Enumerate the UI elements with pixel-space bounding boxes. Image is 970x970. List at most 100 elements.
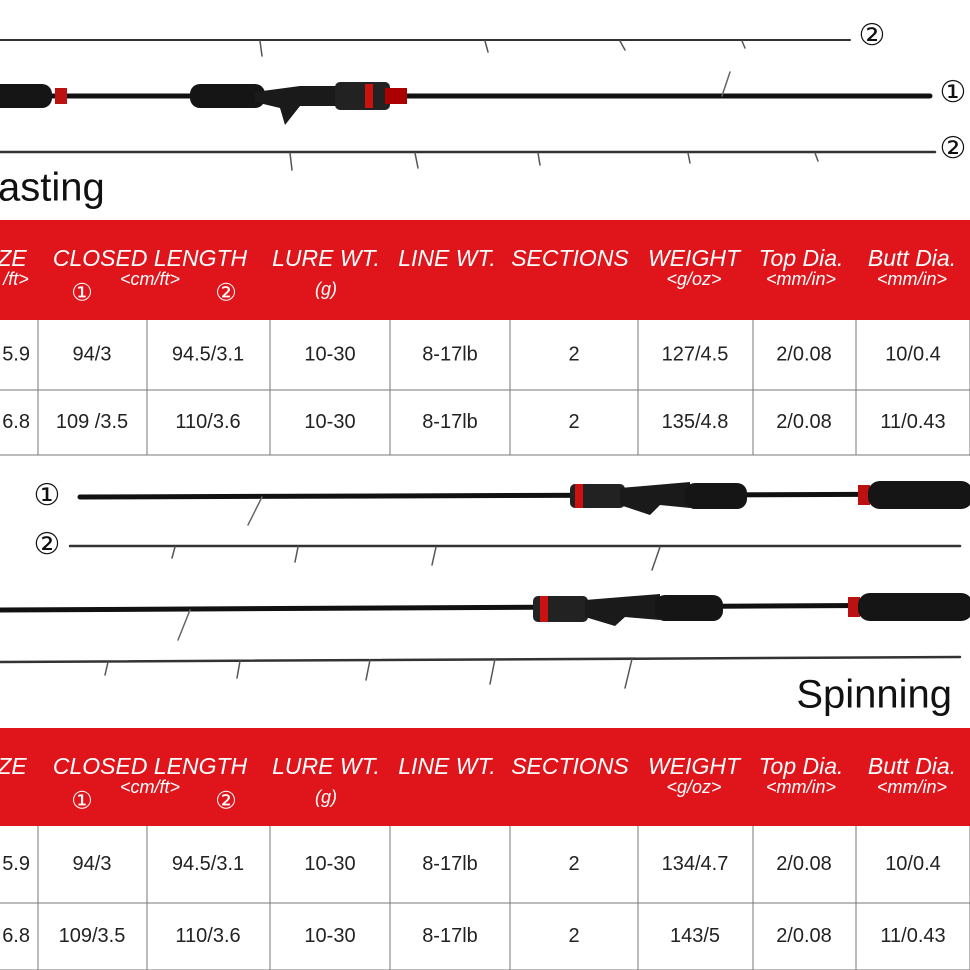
rod-guide: [177, 609, 191, 641]
table-cell: 8-17lb: [422, 343, 478, 365]
table-cell: 2: [568, 925, 579, 947]
table-cell: 109 /3.5: [56, 411, 128, 433]
table-header: LURE WT.: [272, 245, 380, 271]
rod-guide: [247, 496, 263, 526]
table-cell: 110/3.6: [175, 411, 240, 433]
table-header-mark: ①: [71, 279, 93, 306]
rod-ring: [848, 597, 860, 617]
table-header-band: [0, 728, 970, 826]
table-header-unit: <mm/in>: [766, 269, 836, 289]
table-header-unit: (g): [315, 787, 337, 807]
table-cell: 5.9: [2, 853, 30, 875]
rod-butt-grip: [868, 481, 970, 509]
table-header: SECTIONS: [511, 753, 629, 779]
table-cell: 10-30: [304, 343, 355, 365]
table-header-unit: /ft>: [1, 269, 29, 289]
table-cell: 2: [568, 411, 579, 433]
rod-reel-seat: [255, 86, 345, 125]
rod-guides: [171, 546, 661, 571]
table-cell: 94.5/3.1: [172, 853, 244, 875]
table-header-mark: ①: [71, 787, 93, 814]
rod-guides: [104, 658, 633, 689]
table-header-unit: (g): [315, 279, 337, 299]
rod-ring: [540, 596, 548, 622]
table-cell: 94/3: [73, 853, 112, 875]
table-header: ZE: [0, 245, 27, 271]
table-header-band: [0, 220, 970, 320]
table-header: Butt Dia.: [868, 753, 956, 779]
table-cell: 10-30: [304, 925, 355, 947]
rods: [0, 39, 970, 689]
table-header: CLOSED LENGTH: [53, 245, 248, 271]
table-header-unit: <cm/ft>: [120, 777, 180, 797]
rod-fore-grip: [190, 84, 265, 108]
rod-section-label: ②: [940, 132, 967, 165]
table-cell: 134/4.7: [662, 853, 729, 875]
section-title: Spinning: [796, 673, 952, 717]
table-cell: 10/0.4: [885, 343, 941, 365]
table-cell: 5.9: [2, 343, 30, 365]
rod-spinning: [77, 491, 970, 500]
rod-fore-grip: [655, 595, 723, 621]
table-cell: 2: [568, 343, 579, 365]
section-title: asting: [0, 166, 105, 210]
table-header-unit: <mm/in>: [766, 777, 836, 797]
table-cell: 94.5/3.1: [172, 343, 244, 365]
table-cell: 8-17lb: [422, 411, 478, 433]
rod-section-label: ①: [34, 479, 61, 512]
table-cell: 8-17lb: [422, 853, 478, 875]
table-header-mark: ②: [215, 279, 237, 306]
rod-fore-grip: [685, 483, 747, 509]
rod-ring: [55, 88, 67, 104]
rod-butt-grip: [858, 593, 970, 621]
table-cell: 6.8: [2, 925, 30, 947]
table-header: LINE WT.: [398, 245, 496, 271]
table-header: LINE WT.: [398, 753, 496, 779]
table-header-unit: <g/oz>: [666, 777, 721, 797]
rod-section-label: ②: [34, 528, 61, 561]
table-header-unit: <mm/in>: [877, 777, 947, 797]
rod-ring: [385, 88, 407, 104]
table-cell: 127/4.5: [662, 343, 729, 365]
table-cell: 2/0.08: [776, 411, 832, 433]
rod-reel-seat: [620, 482, 690, 515]
table-cell: 109/3.5: [59, 925, 126, 947]
table-header-mark: ②: [215, 787, 237, 814]
table-cell: 8-17lb: [422, 925, 478, 947]
table-cell: 135/4.8: [662, 411, 729, 433]
table-header: Butt Dia.: [868, 245, 956, 271]
table-cell: 11/0.43: [880, 411, 945, 433]
table-header: Top Dia.: [759, 245, 844, 271]
table-cell: 10/0.4: [885, 853, 941, 875]
rod-guides: [259, 40, 746, 57]
table-cell: 2: [568, 853, 579, 875]
table-header: LURE WT.: [272, 753, 380, 779]
rod-tip-section: [0, 655, 962, 664]
rod-section-label: ①: [940, 76, 967, 109]
table-cell: 10-30: [304, 411, 355, 433]
table-cell: 143/5: [670, 925, 720, 947]
table-header: ZE: [0, 753, 27, 779]
rod-butt-grip: [0, 84, 52, 108]
table-cell: 2/0.08: [776, 853, 832, 875]
table-cell: 94/3: [73, 343, 112, 365]
rod-guide: [721, 71, 731, 97]
rod-ring: [575, 484, 583, 508]
table-cell: 2/0.08: [776, 343, 832, 365]
rod-ring: [365, 84, 373, 108]
rod-ring: [858, 485, 870, 505]
table-header: WEIGHT: [648, 753, 742, 779]
table-header-unit: <cm/ft>: [120, 269, 180, 289]
table-header-unit: <mm/in>: [877, 269, 947, 289]
table-cell: 11/0.43: [880, 925, 945, 947]
table-header: WEIGHT: [648, 245, 742, 271]
rod-spinning: [0, 602, 968, 613]
rod-reel-seat: [585, 594, 660, 626]
table-header: Top Dia.: [759, 753, 844, 779]
table-cell: 10-30: [304, 853, 355, 875]
rod-reel-nut: [335, 82, 390, 110]
table-cell: 110/3.6: [175, 925, 240, 947]
rod-guides: [289, 152, 819, 171]
table-header: CLOSED LENGTH: [53, 753, 248, 779]
